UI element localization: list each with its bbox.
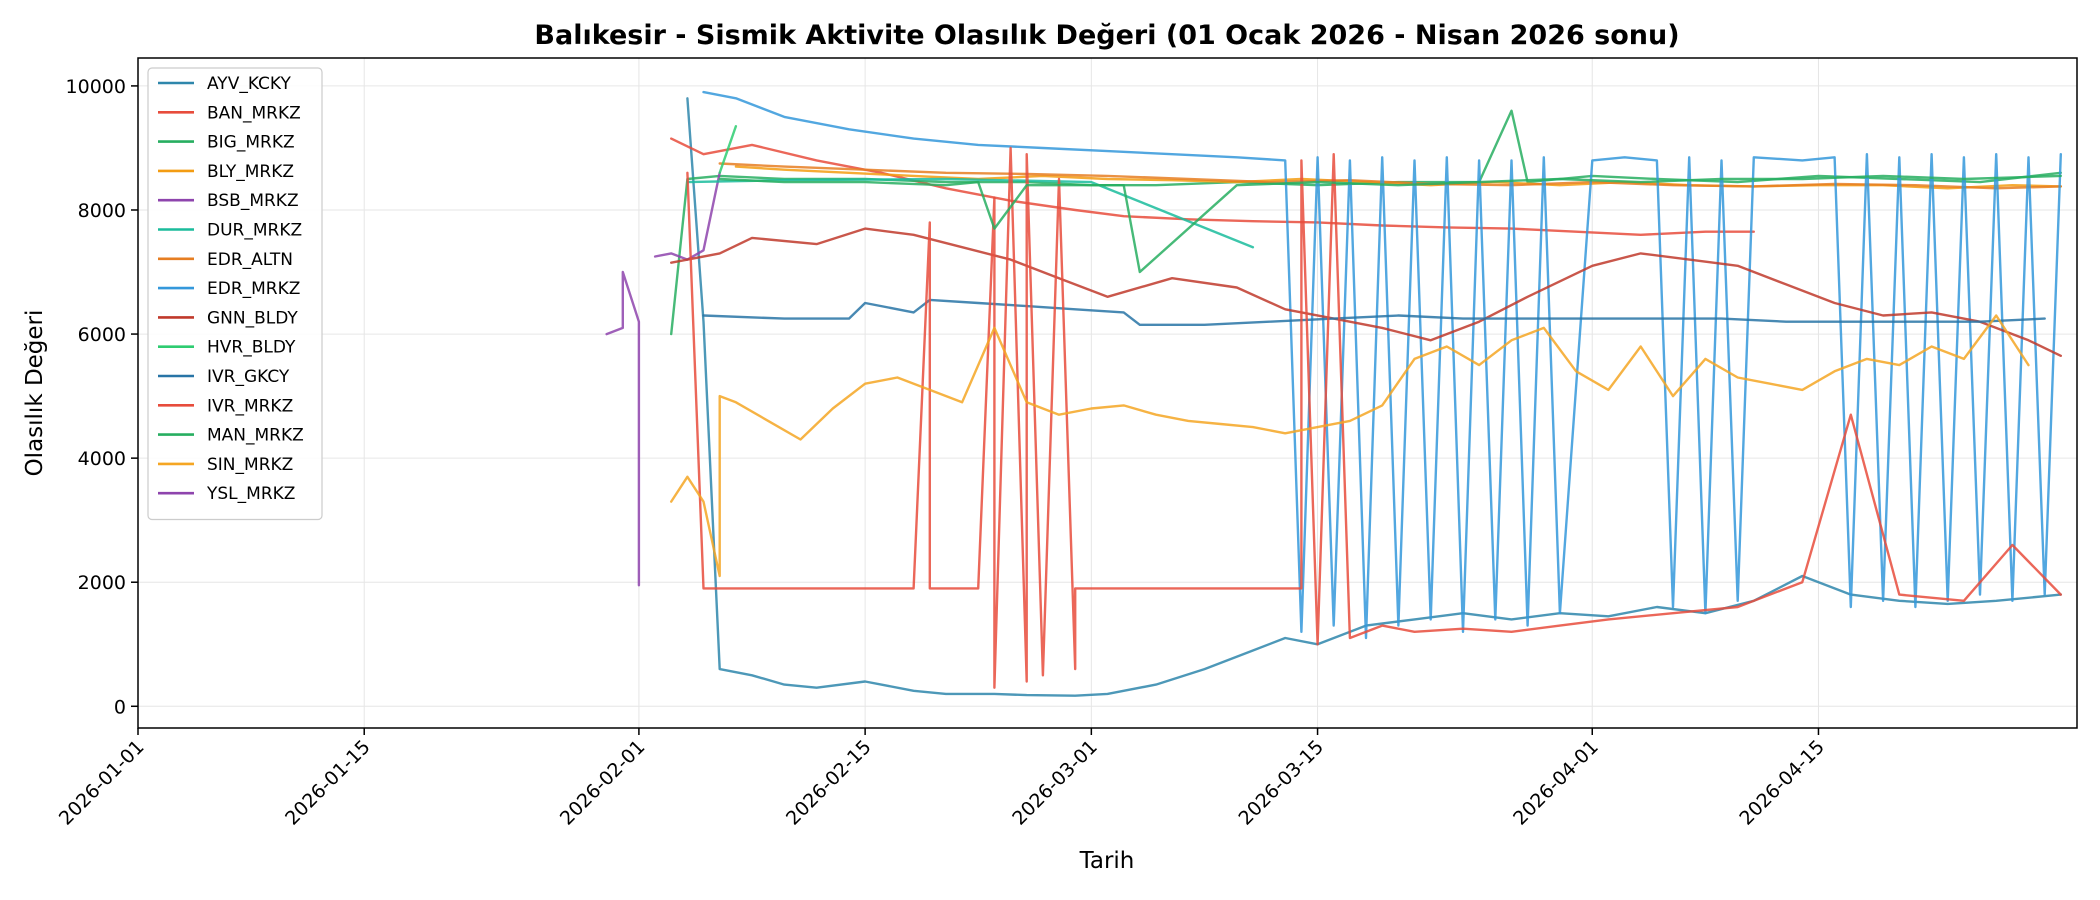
y-tick-label: 4000	[78, 448, 126, 470]
x-tick-label: 2026-01-15	[281, 736, 375, 830]
series-line-ayv-kcky	[686, 97, 2063, 697]
legend-entry: GNN_BLDY	[207, 308, 298, 328]
plot-frame	[137, 57, 2078, 729]
x-axis-label: Tarih	[1079, 848, 1135, 874]
x-tick-label: 2026-02-01	[556, 736, 650, 830]
legend-box	[147, 67, 323, 521]
legend-entry: IVR_MRKZ	[207, 396, 293, 416]
series-line-dur-mrkz	[686, 177, 1255, 249]
legend-entry: IVR_GKCY	[207, 367, 290, 387]
legend-entry: SIN_MRKZ	[207, 455, 293, 475]
legend-entry: EDR_MRKZ	[207, 279, 300, 299]
series-line-gnn-bldy	[670, 227, 2063, 357]
legend-entry: BAN_MRKZ	[207, 103, 301, 123]
legend-entry: AYV_KCKY	[207, 74, 291, 94]
x-tick-label: 2026-04-15	[1735, 736, 1829, 830]
x-axis-ticks: 2026-01-01 2026-01-15 2026-02-01 2026-02-15…	[55, 728, 1829, 830]
x-tick-label: 2026-02-15	[782, 736, 876, 830]
series-line-big-mrkz	[670, 109, 2063, 336]
series-line-man-mrkz	[718, 174, 2063, 274]
y-tick-label: 0	[114, 696, 126, 718]
y-tick-label: 10000	[66, 76, 126, 98]
chart-title: Balıkesir - Sismik Aktivite Olasılık Değ…	[534, 20, 1679, 51]
series-line-ban-mrkz	[670, 137, 1756, 237]
legend-entry: BSB_MRKZ	[207, 191, 299, 211]
series-line-hvr-bldy	[718, 124, 738, 175]
data-series-group	[605, 90, 2063, 697]
legend-entry: MAN_MRKZ	[207, 426, 304, 446]
series-line-edr-altn	[718, 162, 2063, 190]
x-tick-label: 2026-01-01	[55, 736, 149, 830]
x-tick-label: 2026-03-15	[1234, 736, 1328, 830]
y-tick-label: 8000	[78, 200, 126, 222]
legend-entry: DUR_MRKZ	[207, 221, 302, 241]
legend-entry: HVR_BLDY	[207, 338, 296, 358]
legend: AYV_KCKY BAN_MRKZ BIG_MRKZ BLY_MRKZ BSB_MRKZ…	[147, 67, 323, 521]
series-line-sin-mrkz	[670, 314, 2030, 578]
legend-entry: BIG_MRKZ	[207, 133, 295, 153]
series-line-ivr-gkcy	[702, 298, 2046, 326]
x-tick-label: 2026-03-01	[1008, 736, 1102, 830]
legend-entry: YSL_MRKZ	[206, 484, 295, 504]
series-line-ivr-mrkz	[686, 146, 2063, 689]
series-line-edr-mrkz	[702, 90, 2063, 640]
x-tick-label: 2026-04-01	[1509, 736, 1603, 830]
series-line-ysl-mrkz	[605, 270, 641, 587]
y-tick-label: 2000	[78, 572, 126, 594]
y-axis-ticks: 0 2000 4000 6000 8000 10000	[66, 76, 138, 718]
y-axis-label: Olasılık Değeri	[22, 310, 48, 477]
legend-entry: BLY_MRKZ	[207, 162, 294, 182]
y-tick-label: 6000	[78, 324, 126, 346]
legend-entry: EDR_ALTN	[207, 250, 293, 270]
